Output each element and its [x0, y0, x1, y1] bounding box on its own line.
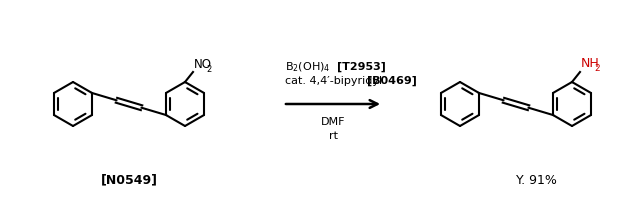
Text: Y. 91%: Y. 91%	[516, 173, 556, 187]
Text: [B0469]: [B0469]	[367, 76, 417, 86]
Text: rt: rt	[329, 131, 338, 141]
Text: NH: NH	[581, 57, 600, 70]
Text: NO: NO	[194, 58, 212, 71]
Text: [T2953]: [T2953]	[337, 62, 386, 72]
Text: 2: 2	[207, 65, 212, 74]
Text: DMF: DMF	[321, 117, 345, 127]
Text: [N0549]: [N0549]	[100, 173, 158, 187]
Text: B$_2$(OH)$_4$: B$_2$(OH)$_4$	[285, 60, 331, 74]
Text: 2: 2	[595, 64, 600, 73]
Text: cat. 4,4′-bipyridyl: cat. 4,4′-bipyridyl	[285, 76, 385, 86]
